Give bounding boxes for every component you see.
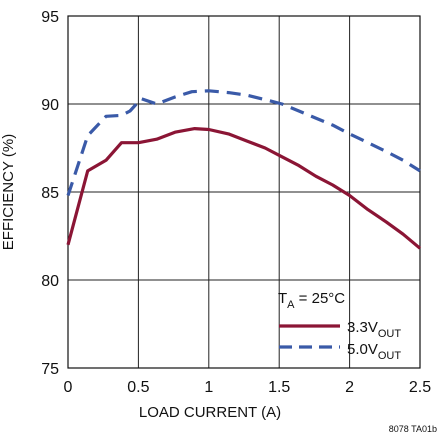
series-layer <box>66 89 422 250</box>
legend: TA = 25°C 3.3VOUT 5.0VOUT <box>278 290 401 362</box>
y-tick-label-1: 80 <box>41 273 59 290</box>
y-tick-label-3: 90 <box>41 97 59 114</box>
series-line-1 <box>66 89 421 197</box>
x-tick-label-3: 1.5 <box>268 379 290 396</box>
tick-labels: 0 0.5 1 1.5 2 2.5 75 80 85 90 95 <box>41 9 431 396</box>
series-line-0 <box>66 127 422 250</box>
legend-title: TA = 25°C <box>278 290 345 311</box>
figure-id-note: 8078 TA01b <box>389 424 437 433</box>
y-tick-label-0: 75 <box>41 361 59 378</box>
x-tick-label-5: 2.5 <box>409 379 431 396</box>
legend-label-5v0: 5.0VOUT <box>347 341 401 362</box>
y-tick-label-4: 95 <box>41 9 59 26</box>
x-axis-label: LOAD CURRENT (A) <box>139 404 281 421</box>
grid <box>67 15 421 369</box>
legend-label-3v3: 3.3VOUT <box>347 319 401 340</box>
x-tick-label-2: 1 <box>204 379 213 396</box>
x-tick-label-1: 0.5 <box>127 379 149 396</box>
x-tick-label-4: 2 <box>345 379 354 396</box>
x-tick-label-0: 0 <box>64 379 73 396</box>
y-axis-label: EFFICIENCY (%) <box>0 134 17 250</box>
y-tick-label-2: 85 <box>41 185 59 202</box>
